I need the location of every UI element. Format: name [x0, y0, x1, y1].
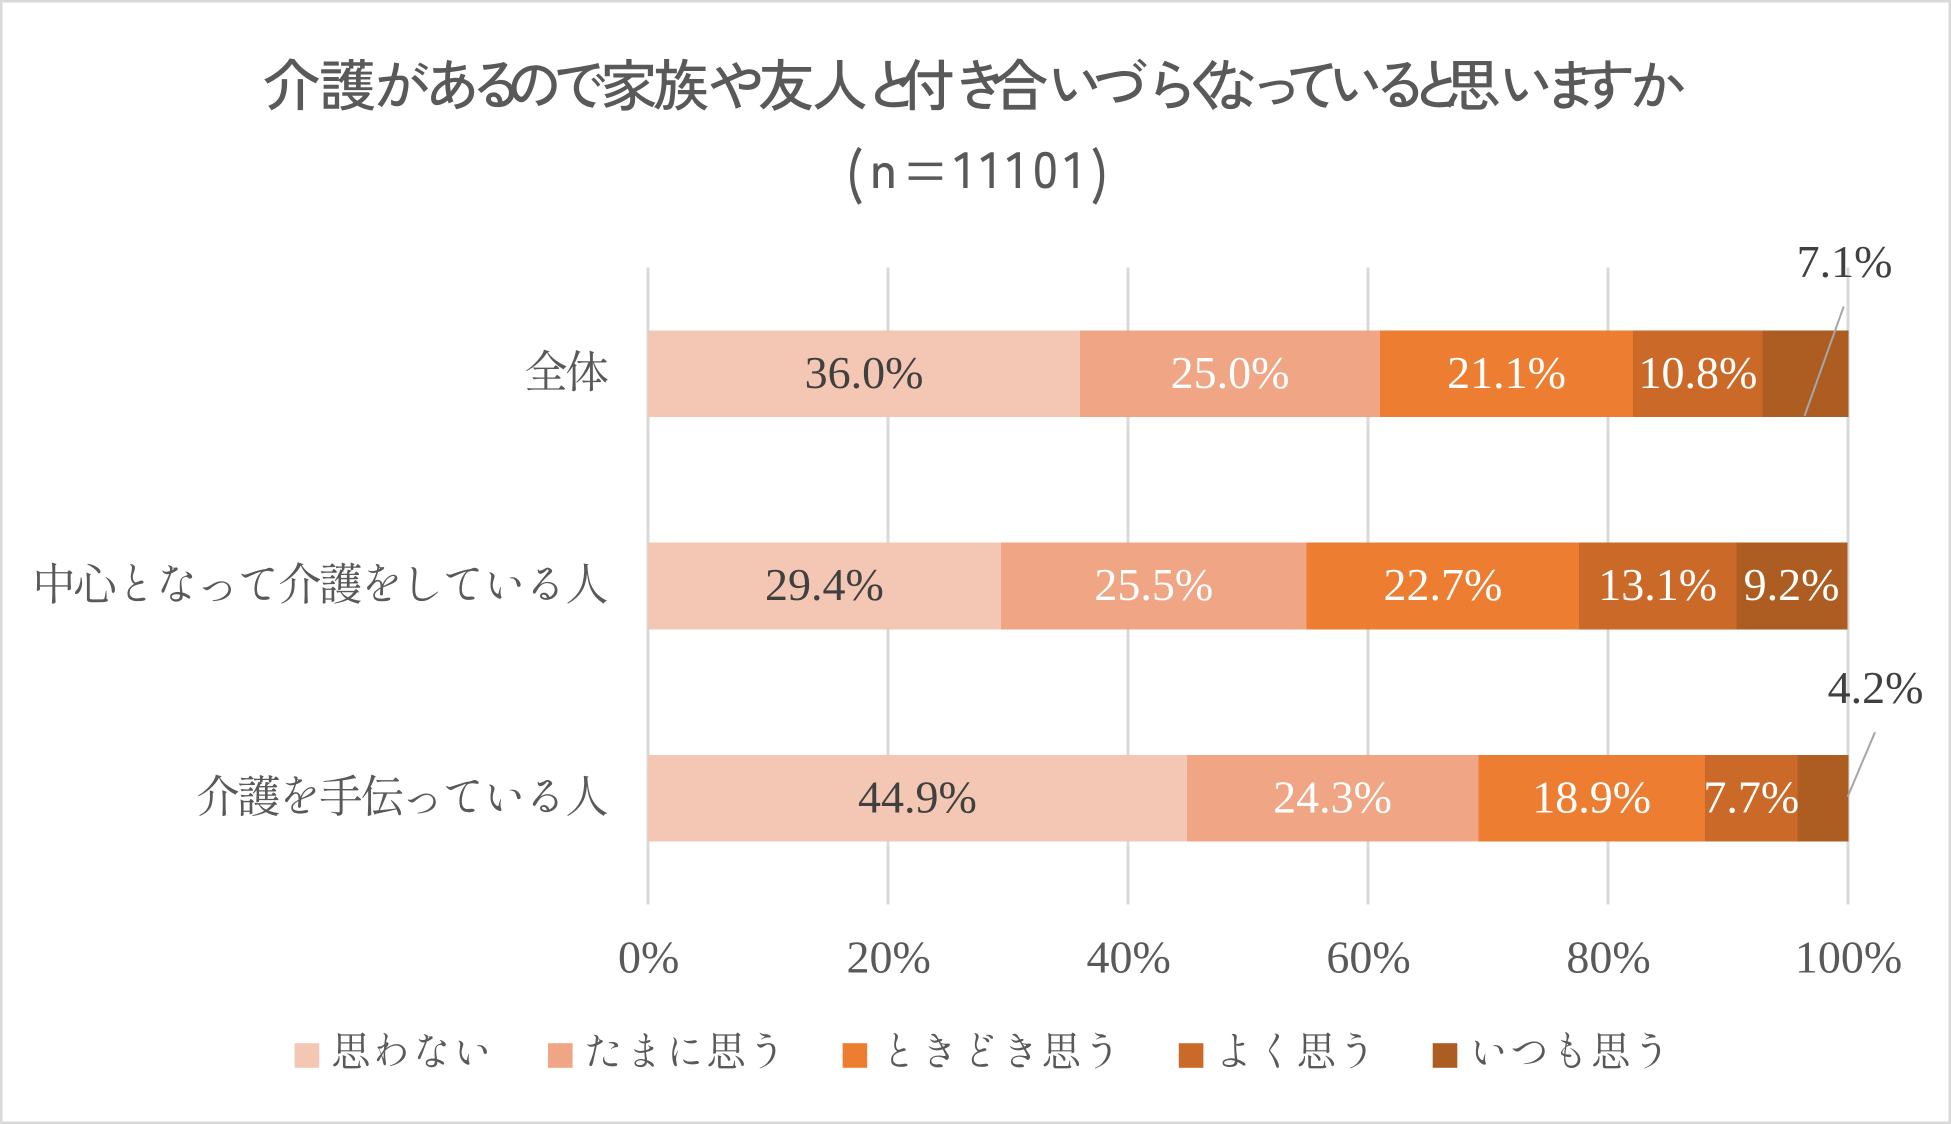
svg-text:10.8%: 10.8% [1638, 347, 1757, 398]
svg-text:7.1%: 7.1% [1797, 236, 1893, 287]
svg-text:25.0%: 25.0% [1171, 347, 1290, 398]
svg-text:7.7%: 7.7% [1703, 772, 1799, 823]
svg-text:18.9%: 18.9% [1532, 772, 1651, 823]
svg-text:22.7%: 22.7% [1383, 559, 1502, 610]
svg-text:36.0%: 36.0% [805, 347, 924, 398]
svg-text:4.2%: 4.2% [1828, 662, 1924, 713]
svg-text:80%: 80% [1566, 932, 1650, 983]
svg-text:20%: 20% [847, 932, 931, 983]
svg-text:25.5%: 25.5% [1094, 559, 1213, 610]
svg-text:29.4%: 29.4% [765, 559, 884, 610]
svg-text:24.3%: 24.3% [1273, 772, 1392, 823]
svg-text:9.2%: 9.2% [1744, 559, 1840, 610]
svg-text:44.9%: 44.9% [858, 772, 977, 823]
svg-text:13.1%: 13.1% [1598, 559, 1717, 610]
svg-text:21.1%: 21.1% [1447, 347, 1566, 398]
svg-text:40%: 40% [1087, 932, 1171, 983]
svg-text:0%: 0% [618, 932, 679, 983]
svg-text:60%: 60% [1326, 932, 1410, 983]
svg-text:100%: 100% [1795, 932, 1902, 983]
